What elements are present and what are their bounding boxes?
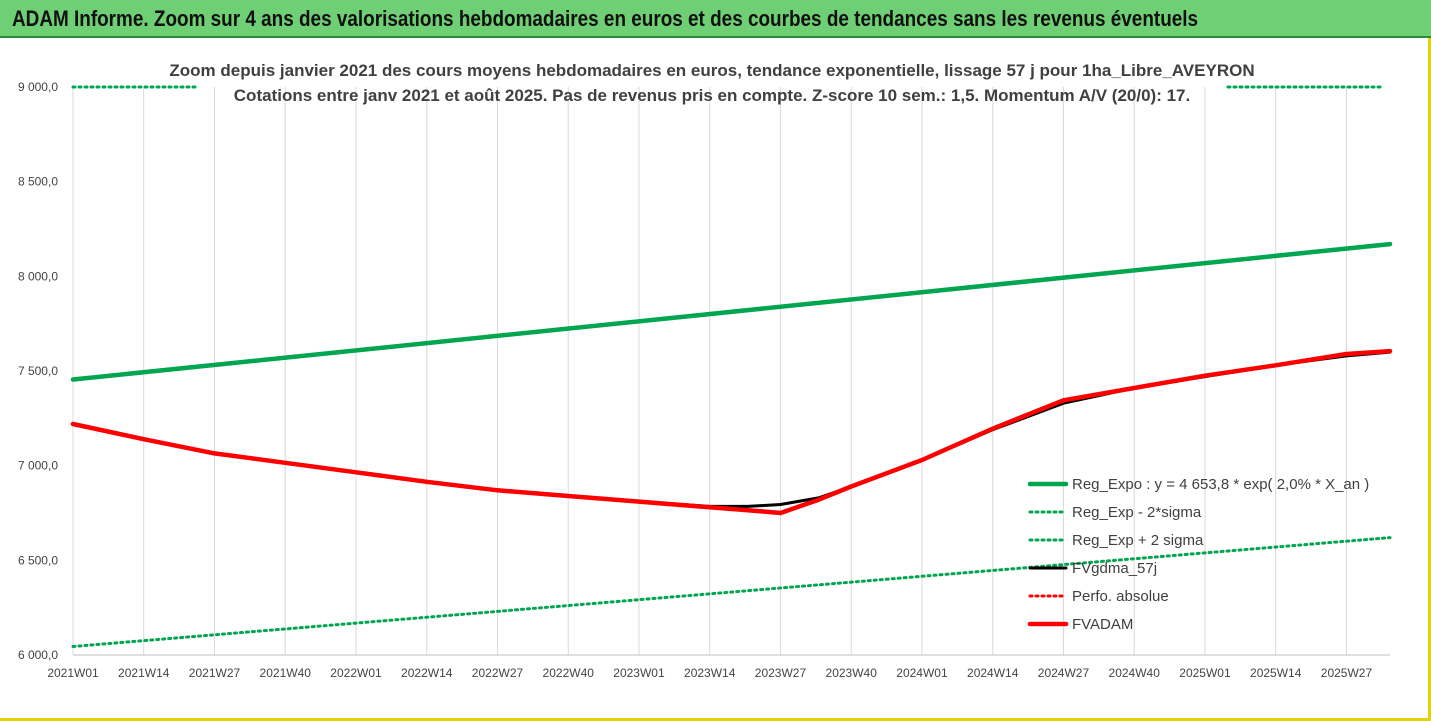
legend-label: Perfo. absolue — [1072, 588, 1169, 605]
x-tick-label: 2021W14 — [118, 666, 170, 680]
x-tick-label: 2024W01 — [896, 666, 948, 680]
y-tick-label: 7 000,0 — [18, 459, 58, 473]
x-tick-label: 2023W40 — [826, 666, 878, 680]
report-banner: ADAM Informe. Zoom sur 4 ans des valoris… — [0, 0, 1431, 38]
x-tick-label: 2025W01 — [1179, 666, 1231, 680]
x-tick-label: 2022W27 — [472, 666, 524, 680]
x-tick-label: 2024W14 — [967, 666, 1019, 680]
chart-title-line: Cotations entre janv 2021 et août 2025. … — [234, 86, 1190, 105]
x-tick-label: 2023W27 — [755, 666, 807, 680]
x-tick-label: 2023W01 — [613, 666, 665, 680]
x-tick-label: 2022W40 — [543, 666, 595, 680]
series-line-5 — [70, 348, 1393, 516]
legend-label: Reg_Exp + 2 sigma — [1072, 532, 1204, 549]
x-tick-label: 2021W01 — [47, 666, 99, 680]
legend-label: Reg_Expo : y = 4 653,8 * exp( 2,0% * X_a… — [1072, 476, 1369, 493]
x-tick-label: 2021W27 — [189, 666, 241, 680]
report-banner-title: ADAM Informe. Zoom sur 4 ans des valoris… — [12, 6, 1199, 31]
y-tick-label: 9 000,0 — [18, 80, 58, 94]
y-tick-label: 7 500,0 — [18, 364, 58, 378]
x-tick-label: 2021W40 — [260, 666, 312, 680]
series-line-0 — [70, 241, 1393, 382]
y-tick-label: 8 500,0 — [18, 175, 58, 189]
legend-label: FVADAM — [1072, 616, 1133, 633]
y-tick-label: 8 000,0 — [18, 269, 58, 283]
x-tick-label: 2024W27 — [1038, 666, 1090, 680]
x-tick-label: 2025W14 — [1250, 666, 1302, 680]
trend-line-chart: 2021W01 2021W14 2021W27 2021W40 2022W01 2022W… — [18, 61, 1393, 680]
chart-title-line: Zoom depuis janvier 2021 des cours moyen… — [169, 61, 1254, 80]
x-tick-label: 2024W40 — [1109, 666, 1161, 680]
legend-label: Reg_Exp - 2*sigma — [1072, 504, 1202, 521]
legend-label: FVgdma_57j — [1072, 560, 1157, 577]
x-tick-label: 2023W14 — [684, 666, 736, 680]
x-tick-label: 2022W14 — [401, 666, 453, 680]
y-tick-label: 6 500,0 — [18, 553, 58, 567]
x-tick-label: 2025W27 — [1321, 666, 1373, 680]
series-line-2 — [71, 536, 1392, 648]
y-tick-label: 6 000,0 — [18, 648, 58, 662]
chart-frame: 2021W01 2021W14 2021W27 2021W40 2022W01 2022W… — [0, 38, 1431, 721]
x-tick-label: 2022W01 — [330, 666, 382, 680]
